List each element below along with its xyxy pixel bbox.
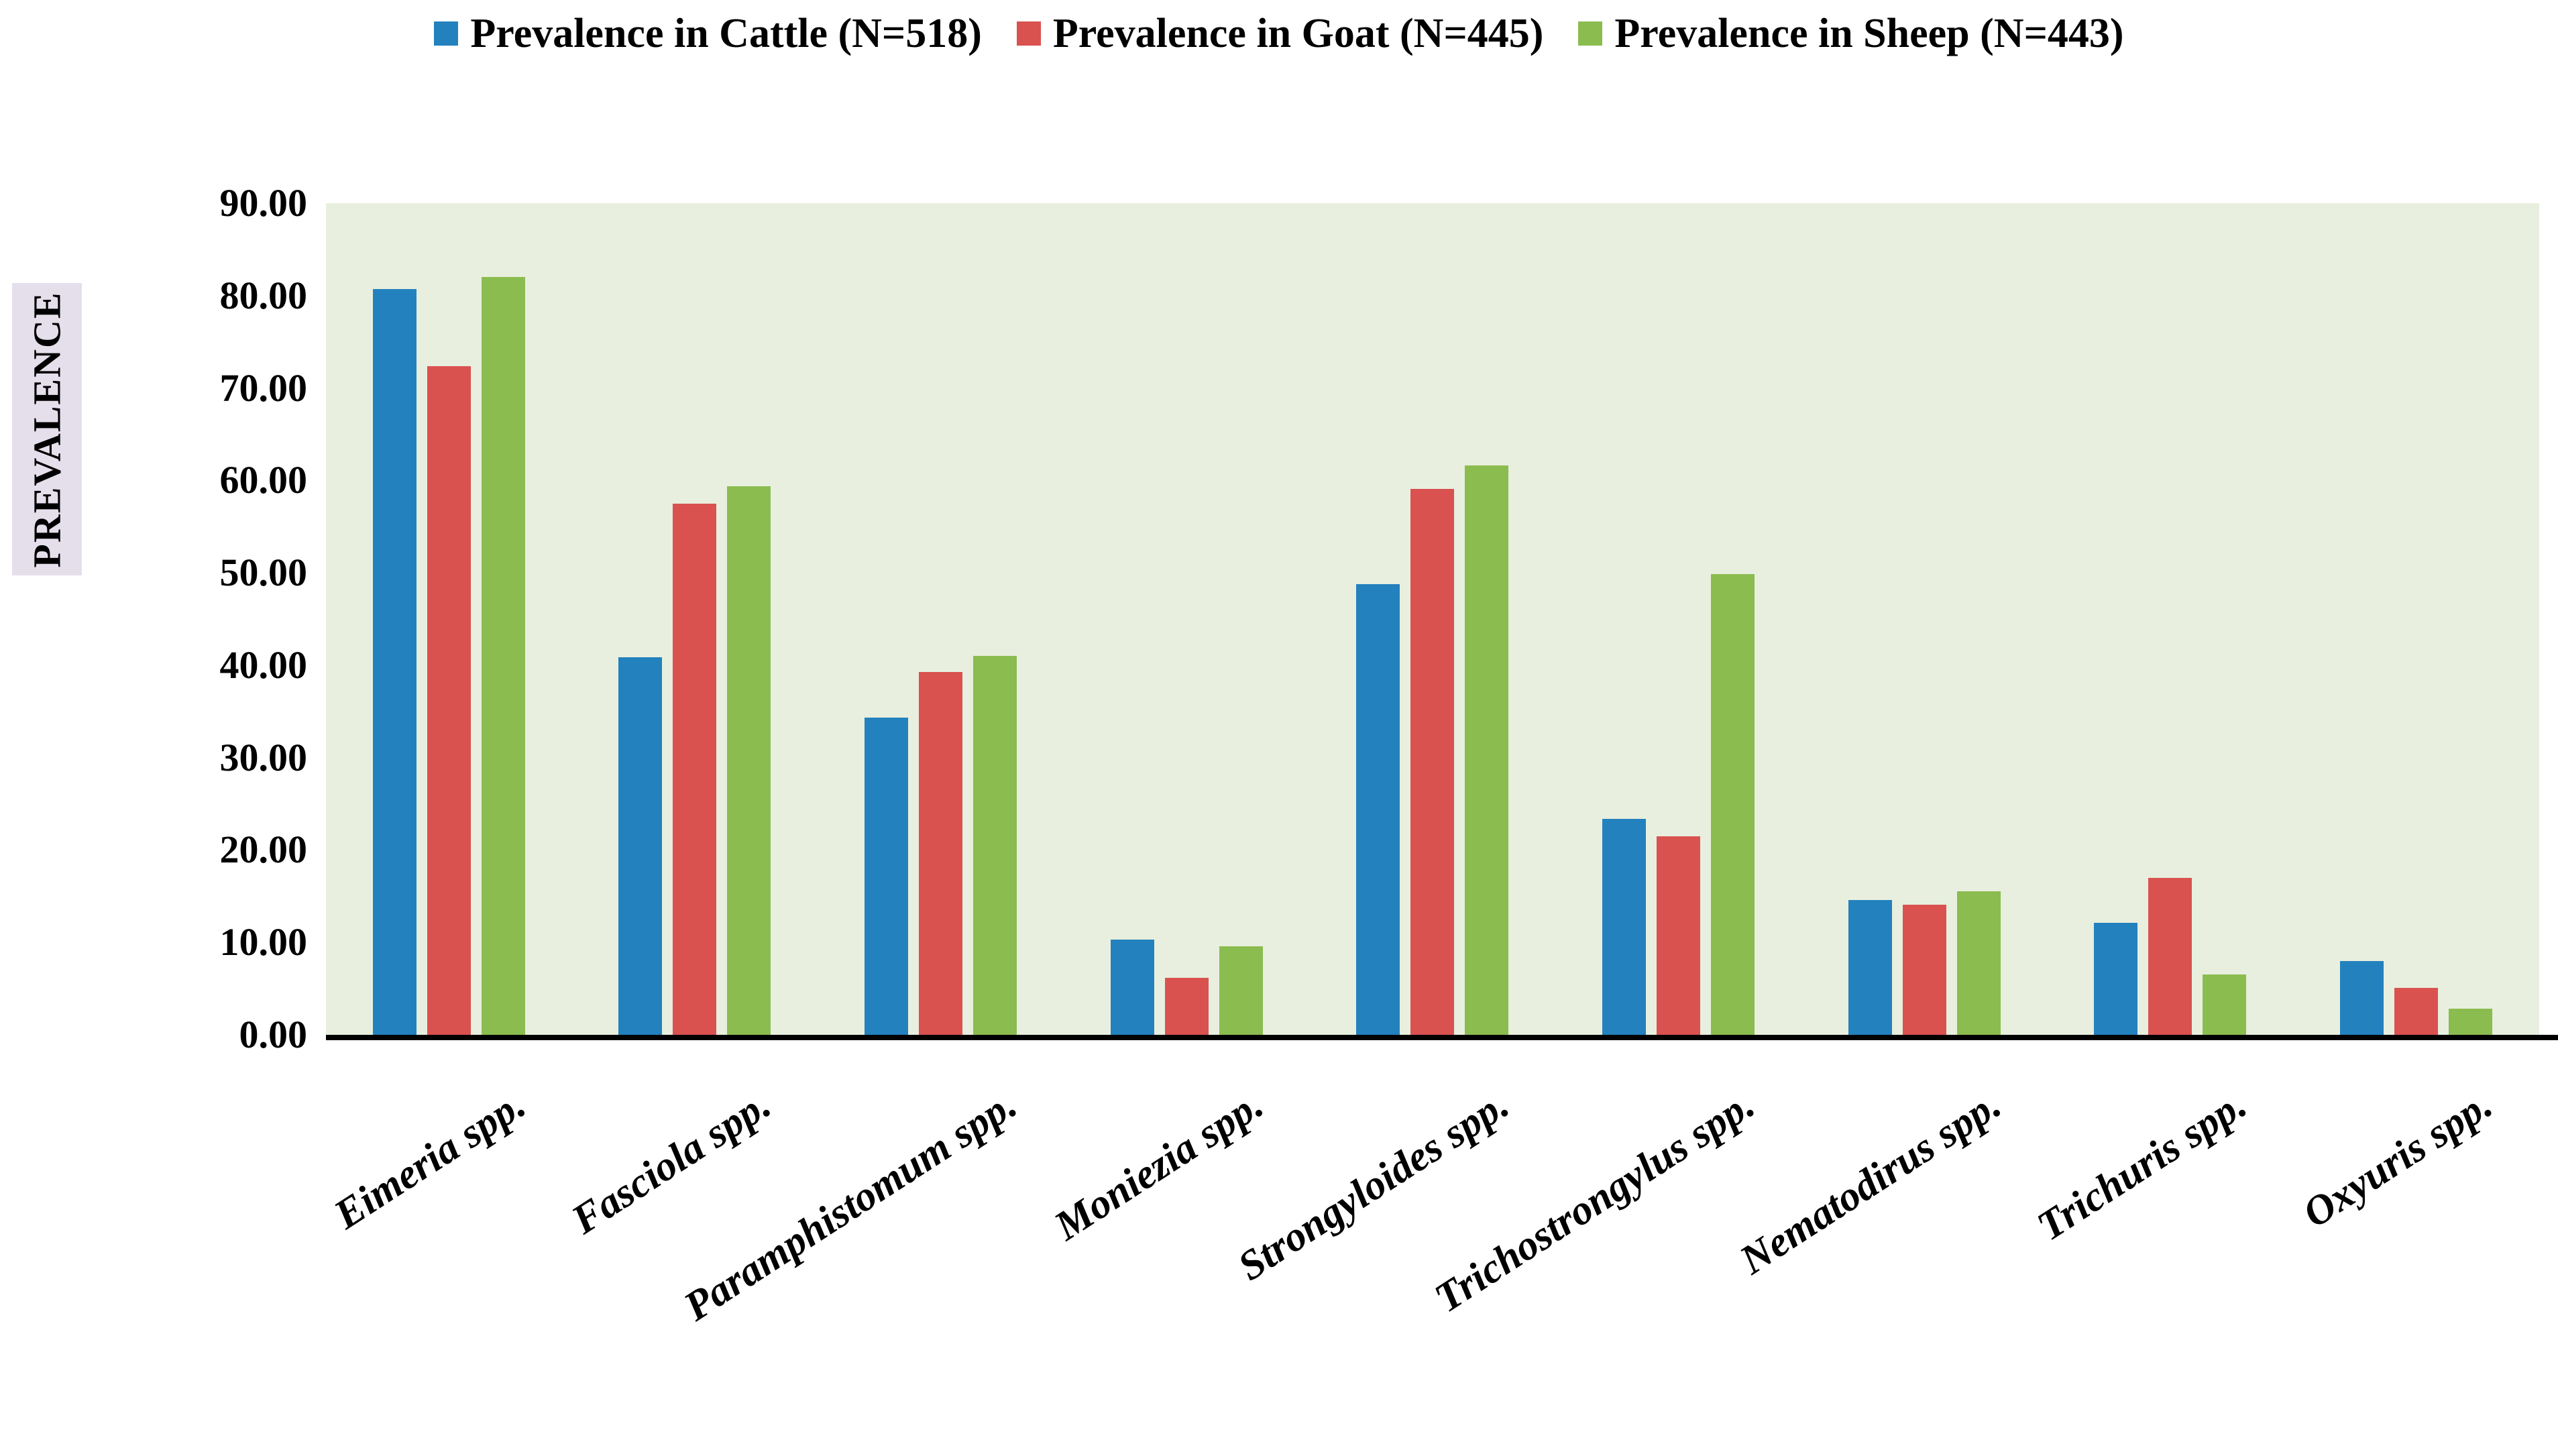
bar-goat-8 bbox=[2148, 877, 2192, 1035]
bar-sheep-5 bbox=[1465, 465, 1509, 1035]
bar-goat-4 bbox=[1164, 977, 1209, 1035]
bar-cattle-3 bbox=[865, 718, 909, 1035]
y-tick-label-80.00: 80.00 bbox=[219, 273, 308, 317]
legend-swatch-goat bbox=[1016, 21, 1041, 46]
bar-sheep-3 bbox=[973, 656, 1017, 1035]
x-category-label-8: Trichuris spp. bbox=[2029, 1081, 2255, 1250]
bar-group-4 bbox=[1064, 203, 1310, 1035]
x-category-label-2: Fasciola spp. bbox=[564, 1081, 779, 1243]
bar-goat-9 bbox=[2394, 987, 2439, 1035]
legend-label-cattle: Prevalence in Cattle (N=518) bbox=[470, 11, 982, 56]
y-axis-title: PREVALENCE bbox=[25, 290, 69, 568]
y-tick-label-30.00: 30.00 bbox=[219, 735, 308, 779]
bar-sheep-9 bbox=[2449, 1009, 2493, 1035]
y-tick-label-90.00: 90.00 bbox=[219, 181, 308, 225]
y-tick-label-10.00: 10.00 bbox=[219, 920, 308, 964]
bar-goat-5 bbox=[1410, 488, 1455, 1035]
y-axis-title-box: PREVALENCE bbox=[12, 283, 82, 575]
bar-sheep-2 bbox=[727, 486, 771, 1035]
bar-group-7 bbox=[1801, 203, 2048, 1035]
bar-cattle-9 bbox=[2340, 960, 2384, 1035]
y-tick-label-70.00: 70.00 bbox=[219, 366, 308, 410]
bar-goat-6 bbox=[1657, 836, 1701, 1035]
x-category-label-7: Nematodirus spp. bbox=[1732, 1081, 2009, 1284]
bar-goat-3 bbox=[919, 671, 963, 1035]
bar-goat-1 bbox=[427, 366, 471, 1035]
x-category-label-9: Oxyuris spp. bbox=[2295, 1081, 2501, 1237]
y-tick-label-0.00: 0.00 bbox=[239, 1013, 308, 1056]
y-tick-label-20.00: 20.00 bbox=[219, 828, 308, 872]
bar-sheep-6 bbox=[1711, 573, 1755, 1035]
bar-sheep-7 bbox=[1956, 891, 2001, 1035]
bar-group-6 bbox=[1555, 203, 1801, 1035]
chart-legend: Prevalence in Cattle (N=518) Prevalence i… bbox=[0, 0, 2558, 67]
bar-cattle-5 bbox=[1356, 583, 1400, 1035]
bar-sheep-8 bbox=[2203, 974, 2247, 1035]
legend-label-sheep: Prevalence in Sheep (N=443) bbox=[1614, 11, 2124, 56]
legend-swatch-cattle bbox=[434, 21, 459, 46]
bar-group-2 bbox=[572, 203, 818, 1035]
bar-group-5 bbox=[1310, 203, 1556, 1035]
bar-group-3 bbox=[818, 203, 1064, 1035]
bar-group-1 bbox=[326, 203, 572, 1035]
x-category-label-4: Moniezia spp. bbox=[1046, 1081, 1271, 1249]
bar-goat-7 bbox=[1902, 904, 1946, 1035]
y-tick-label-60.00: 60.00 bbox=[219, 458, 308, 502]
y-tick-label-40.00: 40.00 bbox=[219, 642, 308, 687]
bar-cattle-8 bbox=[2094, 923, 2138, 1035]
bar-sheep-4 bbox=[1219, 946, 1263, 1035]
y-tick-label-50.00: 50.00 bbox=[219, 551, 308, 595]
bar-sheep-1 bbox=[481, 277, 525, 1035]
x-axis-line bbox=[326, 1035, 2558, 1040]
bar-cattle-1 bbox=[372, 289, 416, 1035]
legend-item-cattle: Prevalence in Cattle (N=518) bbox=[434, 11, 982, 56]
bar-cattle-6 bbox=[1602, 818, 1647, 1035]
bar-group-8 bbox=[2048, 203, 2294, 1035]
x-category-label-1: Eimeria spp. bbox=[326, 1081, 533, 1238]
bar-cattle-7 bbox=[1848, 899, 1892, 1035]
legend-label-goat: Prevalence in Goat (N=445) bbox=[1052, 11, 1544, 56]
bar-cattle-4 bbox=[1110, 940, 1154, 1035]
bar-group-9 bbox=[2293, 203, 2539, 1035]
bar-cattle-2 bbox=[618, 657, 663, 1035]
bar-goat-2 bbox=[673, 503, 717, 1035]
legend-item-goat: Prevalence in Goat (N=445) bbox=[1016, 11, 1544, 56]
legend-item-sheep: Prevalence in Sheep (N=443) bbox=[1578, 11, 2124, 56]
plot-area bbox=[326, 203, 2539, 1035]
legend-swatch-sheep bbox=[1578, 21, 1603, 46]
